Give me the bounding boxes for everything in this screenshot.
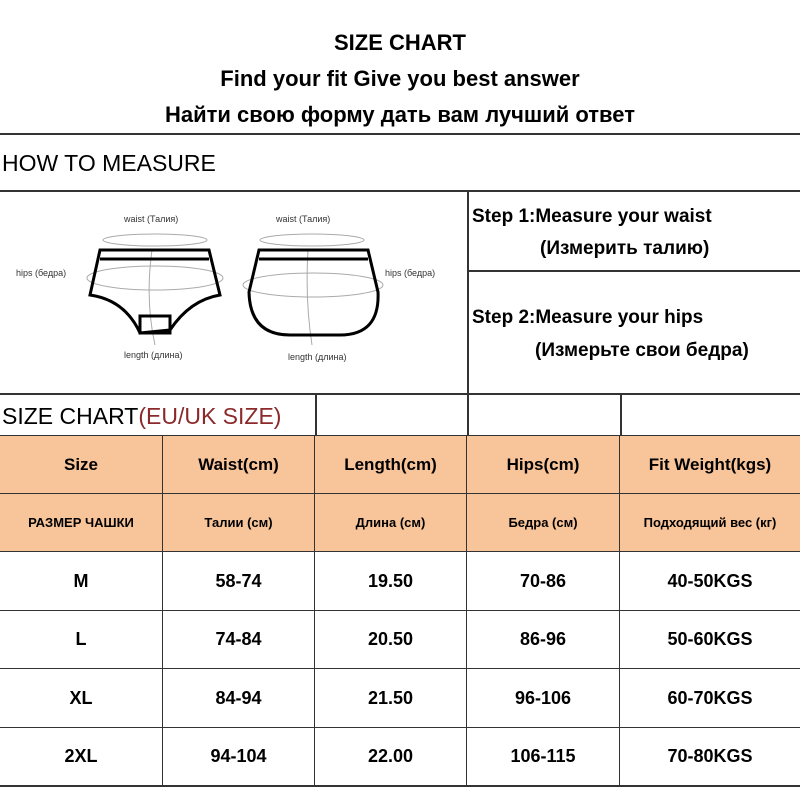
divider — [0, 133, 800, 135]
column-header-ru: Подходящий вес (кг) — [620, 493, 800, 551]
waist-label: waist (Талия) — [276, 214, 331, 224]
page-title: SIZE CHART — [334, 30, 466, 55]
table-cell: 84-94 — [163, 668, 315, 727]
divider — [620, 393, 622, 435]
table-cell: 19.50 — [315, 551, 467, 610]
divider — [0, 190, 800, 192]
underwear-measure-illustration — [86, 233, 384, 346]
table-cell: 106-115 — [467, 727, 620, 785]
table-cell: 50-60KGS — [620, 610, 800, 668]
column-header-ru: РАЗМЕР ЧАШКИ — [0, 493, 163, 551]
table-cell: 70-86 — [467, 551, 620, 610]
step1-text: Step 1:Measure your waist — [472, 206, 712, 227]
length-label: length (длина) — [124, 350, 183, 360]
column-header: Waist(cm) — [163, 435, 315, 493]
column-header-ru: Бедра (см) — [467, 493, 620, 551]
length-label: length (длина) — [288, 352, 347, 362]
size-chart-title: SIZE CHART(EU/UK SIZE) — [2, 403, 281, 430]
subtitle-en: Find your fit Give you best answer — [220, 66, 580, 91]
hips-label: hips (бедра) — [385, 268, 436, 278]
subtitle-ru: Найти свою форму дать вам лучший ответ — [164, 102, 636, 127]
size-chart-region: (EU/UK SIZE) — [138, 403, 282, 429]
step2-text-ru: (Измерьте свои бедра) — [535, 340, 749, 361]
divider — [467, 190, 469, 393]
column-header: Length(cm) — [315, 435, 467, 493]
table-cell: 70-80KGS — [620, 727, 800, 785]
column-header: Size — [0, 435, 163, 493]
column-header: Hips(cm) — [467, 435, 620, 493]
table-cell: 94-104 — [163, 727, 315, 785]
table-cell: 21.50 — [315, 668, 467, 727]
size-chart-title-text: SIZE CHART — [2, 403, 139, 429]
column-header-ru: Талии (см) — [163, 493, 315, 551]
table-cell: M — [0, 551, 163, 610]
divider — [467, 270, 800, 272]
table-cell: 20.50 — [315, 610, 467, 668]
column-header-ru: Длина (см) — [315, 493, 467, 551]
table-cell: 60-70KGS — [620, 668, 800, 727]
table-cell: 96-106 — [467, 668, 620, 727]
table-cell: XL — [0, 668, 163, 727]
column-header: Fit Weight(kgs) — [620, 435, 800, 493]
table-cell: 86-96 — [467, 610, 620, 668]
waist-label: waist (Талия) — [124, 214, 179, 224]
table-cell: 2XL — [0, 727, 163, 785]
step1-text-ru: (Измерить талию) — [540, 238, 710, 259]
divider — [0, 785, 800, 787]
divider — [467, 393, 469, 435]
hips-label: hips (бедра) — [16, 268, 67, 278]
step2-text: Step 2:Measure your hips — [472, 307, 704, 328]
how-to-measure-heading: HOW TO MEASURE — [2, 150, 216, 176]
table-cell: L — [0, 610, 163, 668]
table-cell: 58-74 — [163, 551, 315, 610]
divider — [315, 393, 317, 435]
table-cell: 22.00 — [315, 727, 467, 785]
table-cell: 40-50KGS — [620, 551, 800, 610]
table-cell: 74-84 — [163, 610, 315, 668]
divider — [0, 393, 800, 395]
